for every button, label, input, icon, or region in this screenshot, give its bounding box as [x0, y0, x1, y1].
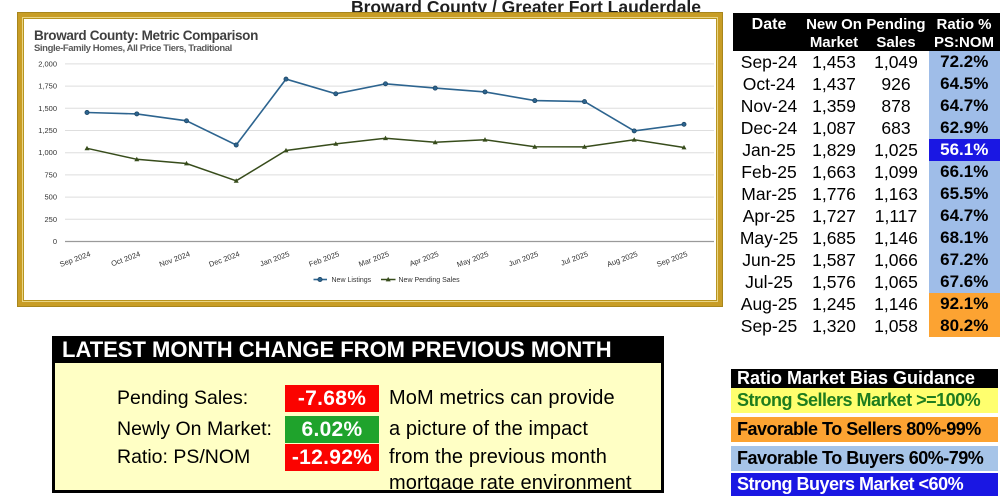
svg-text:Oct 2024: Oct 2024 — [110, 249, 142, 268]
svg-text:Aug 2025: Aug 2025 — [606, 249, 639, 268]
svg-text:Sep 2025: Sep 2025 — [655, 249, 688, 268]
svg-text:Jan 2025: Jan 2025 — [259, 249, 291, 268]
svg-text:Apr 2025: Apr 2025 — [408, 249, 440, 268]
svg-text:Jun 2025: Jun 2025 — [507, 249, 539, 268]
svg-text:Nov 2024: Nov 2024 — [158, 249, 191, 268]
svg-text:1,500: 1,500 — [38, 104, 57, 113]
svg-text:0: 0 — [53, 237, 57, 246]
svg-text:Jul 2025: Jul 2025 — [559, 249, 589, 267]
svg-text:2,000: 2,000 — [38, 59, 57, 68]
svg-text:1,000: 1,000 — [38, 148, 57, 157]
svg-text:New Listings: New Listings — [332, 277, 372, 284]
svg-text:1,250: 1,250 — [38, 126, 57, 135]
svg-text:250: 250 — [44, 215, 57, 224]
svg-text:New Pending Sales: New Pending Sales — [399, 277, 461, 284]
svg-text:May 2025: May 2025 — [456, 249, 490, 269]
svg-text:500: 500 — [44, 193, 57, 202]
svg-text:Dec 2024: Dec 2024 — [208, 249, 241, 268]
svg-text:Feb 2025: Feb 2025 — [308, 249, 341, 268]
svg-text:Sep 2024: Sep 2024 — [58, 249, 91, 268]
svg-text:1,750: 1,750 — [38, 82, 57, 91]
svg-text:750: 750 — [44, 170, 57, 179]
svg-text:Mar 2025: Mar 2025 — [357, 249, 390, 268]
